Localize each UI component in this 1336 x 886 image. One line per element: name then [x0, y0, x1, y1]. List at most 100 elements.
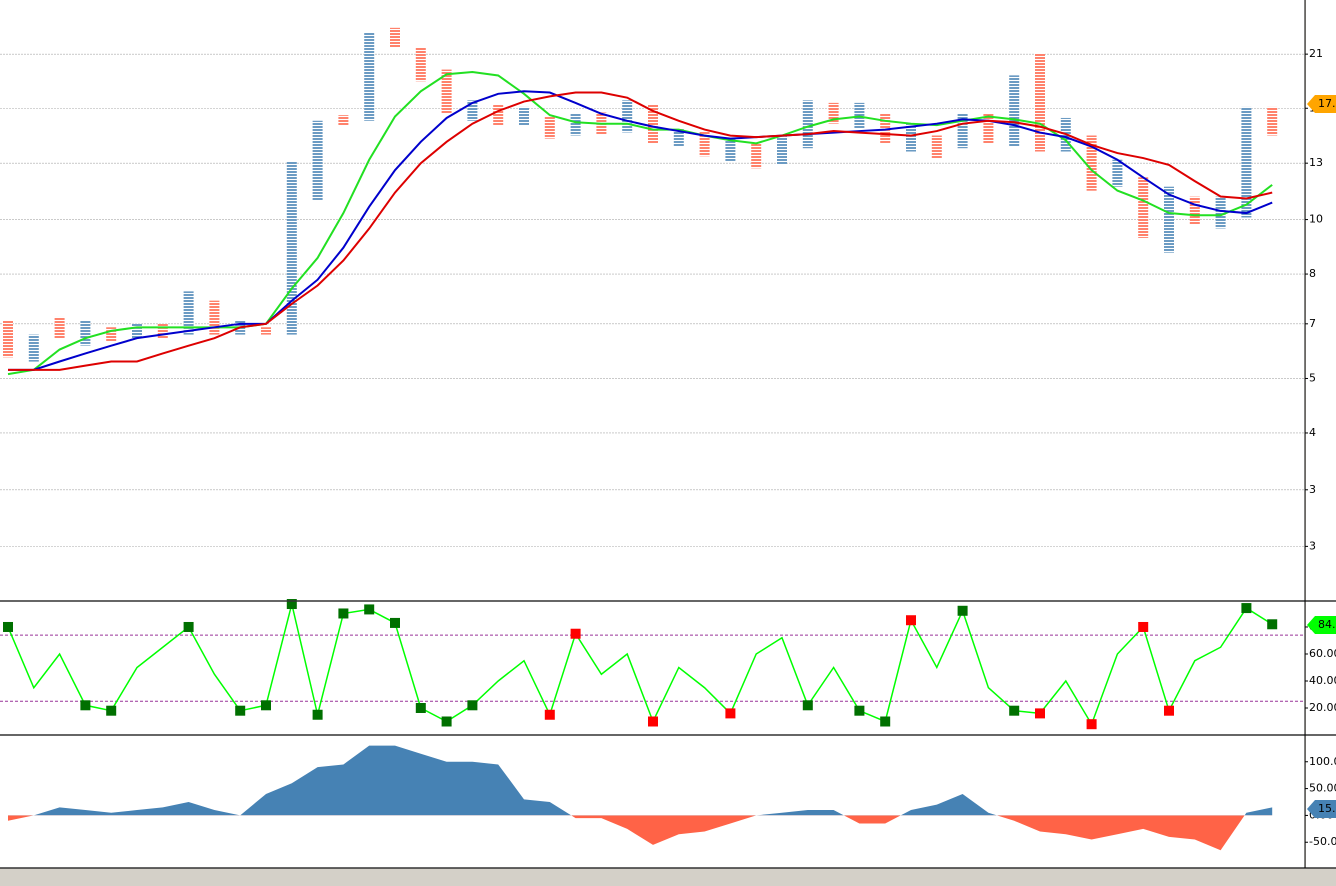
signal-marker: [80, 700, 91, 711]
pnf-column: [983, 113, 994, 144]
oscillator-line: [7, 603, 1273, 726]
signal-marker: [725, 708, 736, 719]
pnf-column: [261, 327, 271, 335]
pnf-column: [183, 291, 194, 335]
pnf-column: [570, 113, 581, 136]
pnf-column: [1267, 106, 1278, 136]
pnf-column: [544, 116, 555, 139]
y-tick-label: 7: [1309, 317, 1316, 330]
pnf-column: [828, 102, 839, 124]
y-tick-label: 8: [1309, 267, 1316, 280]
pnf-column: [1164, 186, 1174, 253]
pnf-column: [777, 135, 787, 165]
pnf-column: [157, 323, 168, 339]
y-tick-label: 4: [1309, 426, 1316, 439]
pnf-column: [725, 138, 736, 162]
signal-marker: [544, 709, 555, 720]
signal-marker: [286, 599, 297, 610]
pnf-column: [957, 113, 968, 149]
pnf-column: [1189, 196, 1200, 225]
pnf-column: [673, 128, 684, 147]
signal-marker: [906, 615, 916, 626]
pnf-column: [854, 102, 865, 129]
pnf-column: [441, 69, 452, 114]
signal-marker: [261, 700, 271, 711]
pnf-column: [390, 27, 400, 48]
signal-marker: [364, 604, 375, 615]
signal-marker: [183, 621, 194, 632]
axis-background: [1306, 0, 1336, 868]
signal-marker: [957, 605, 968, 616]
y-tick-label: 3: [1309, 539, 1316, 552]
y-tick-label: 60.00: [1309, 647, 1336, 660]
pnf-column: [54, 316, 65, 339]
y-tick-label: 100.00: [1309, 755, 1336, 768]
signal-marker: [1035, 708, 1045, 719]
signal-marker: [390, 617, 400, 628]
signal-marker: [1241, 603, 1252, 614]
signal-marker: [235, 705, 246, 716]
pnf-column: [209, 300, 220, 335]
pnf-column: [493, 104, 504, 126]
pnf-column: [1138, 177, 1149, 238]
signal-marker: [415, 702, 426, 713]
last-value-label: 84.0: [1318, 618, 1336, 631]
pnf-column: [364, 32, 375, 121]
y-tick-label: 3: [1309, 483, 1316, 496]
pnf-column: [699, 131, 710, 157]
pnf-column: [648, 104, 658, 144]
signal-marker: [1138, 621, 1149, 632]
area-positive: [33, 745, 1273, 816]
pnf-column: [3, 320, 13, 358]
signal-marker: [312, 709, 323, 720]
signal-marker: [570, 628, 581, 639]
signal-marker: [1009, 705, 1020, 716]
pnf-column: [28, 334, 39, 362]
y-tick-label: 40.00: [1309, 674, 1336, 687]
pnf-column: [80, 320, 91, 346]
pnf-column: [931, 135, 942, 159]
pnf-column: [132, 323, 142, 339]
pnf-column: [338, 115, 349, 126]
pnf-column: [519, 106, 529, 126]
pnf-column: [312, 120, 323, 201]
pnf-column: [751, 143, 762, 169]
area-negative: [8, 815, 1273, 851]
pnf-column: [1112, 159, 1123, 187]
signal-marker: [648, 716, 658, 727]
pnf-column: [1241, 106, 1252, 218]
y-tick-label: 21: [1309, 47, 1323, 60]
pnf-column: [415, 47, 426, 82]
signal-marker: [441, 716, 452, 727]
last-value-badge: [1307, 616, 1336, 634]
signal-marker: [1164, 705, 1174, 716]
signal-marker: [854, 705, 865, 716]
y-tick-label: 50.00: [1309, 782, 1336, 795]
signal-marker: [106, 705, 117, 716]
y-tick-label: 13: [1309, 156, 1323, 169]
moving-average-line: [8, 91, 1273, 371]
y-tick-label: 20.00: [1309, 701, 1336, 714]
last-value-label: 15.4: [1318, 802, 1336, 815]
signal-marker: [1086, 719, 1097, 730]
signal-marker: [338, 608, 349, 619]
pnf-column: [467, 100, 478, 121]
signal-marker: [880, 716, 891, 727]
pnf-column: [1086, 135, 1097, 191]
y-tick-label: 5: [1309, 371, 1316, 384]
y-tick-label: -50.00: [1309, 835, 1336, 848]
signal-marker: [802, 700, 813, 711]
moving-average-line: [8, 90, 1273, 371]
signal-marker: [1267, 619, 1278, 630]
last-value-badge: [1307, 800, 1336, 818]
pnf-column: [1035, 53, 1045, 152]
last-value-label: 17.: [1318, 97, 1336, 110]
pnf-column: [802, 100, 813, 149]
pnf-column: [106, 327, 117, 342]
pnf-column: [1215, 196, 1226, 229]
pnf-column: [622, 100, 633, 133]
y-tick-label: 10: [1309, 213, 1323, 226]
last-value-badge: [1307, 95, 1336, 113]
